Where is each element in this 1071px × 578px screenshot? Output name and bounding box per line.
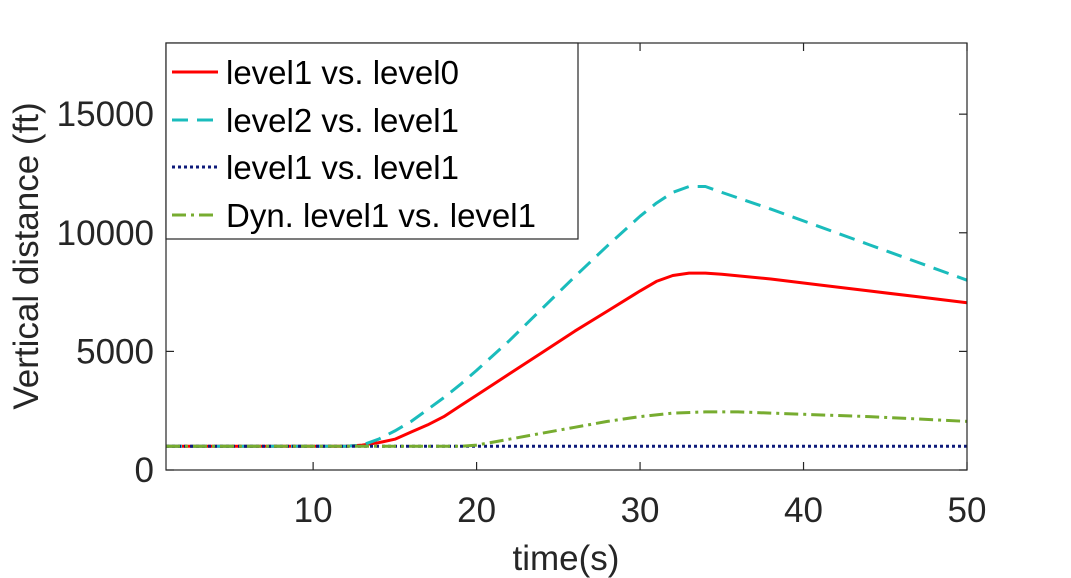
y-tick-label: 15000 bbox=[57, 95, 154, 134]
x-axis-label: time(s) bbox=[513, 539, 620, 578]
x-tick-label: 50 bbox=[948, 491, 987, 530]
legend-box bbox=[165, 42, 579, 240]
series-line-4 bbox=[166, 410, 968, 448]
legend-entries: level1 vs. level0 level2 vs. level1 level1… bbox=[172, 54, 536, 234]
y-tick-label: 5000 bbox=[76, 332, 154, 371]
series-line-2 bbox=[166, 185, 968, 448]
x-tick-label: 30 bbox=[621, 491, 660, 530]
legend-entry: level1 vs. level1 bbox=[172, 149, 459, 186]
y-tick-label: 0 bbox=[135, 451, 154, 490]
legend-label: level1 vs. level0 bbox=[226, 54, 459, 91]
legend-label: Dyn. level1 vs. level1 bbox=[226, 197, 536, 234]
legend-entry: Dyn. level1 vs. level1 bbox=[172, 197, 536, 234]
legend-entry: level1 vs. level0 bbox=[172, 54, 459, 91]
series-layer bbox=[166, 185, 968, 448]
x-tick-label: 10 bbox=[294, 491, 333, 530]
legend: level1 vs. level0 level2 vs. level1 level1… bbox=[165, 42, 579, 240]
legend-entry: level2 vs. level1 bbox=[172, 102, 459, 139]
x-tick-label: 20 bbox=[457, 491, 496, 530]
y-axis-label: Vertical distance (ft) bbox=[7, 102, 46, 409]
y-tick-label: 10000 bbox=[57, 214, 154, 253]
ticks-layer: 10 20 30 40 50 0 5000 10000 15000 bbox=[57, 43, 987, 530]
legend-label: level2 vs. level1 bbox=[226, 102, 459, 139]
legend-label: level1 vs. level1 bbox=[226, 149, 459, 186]
x-tick-label: 40 bbox=[784, 491, 823, 530]
